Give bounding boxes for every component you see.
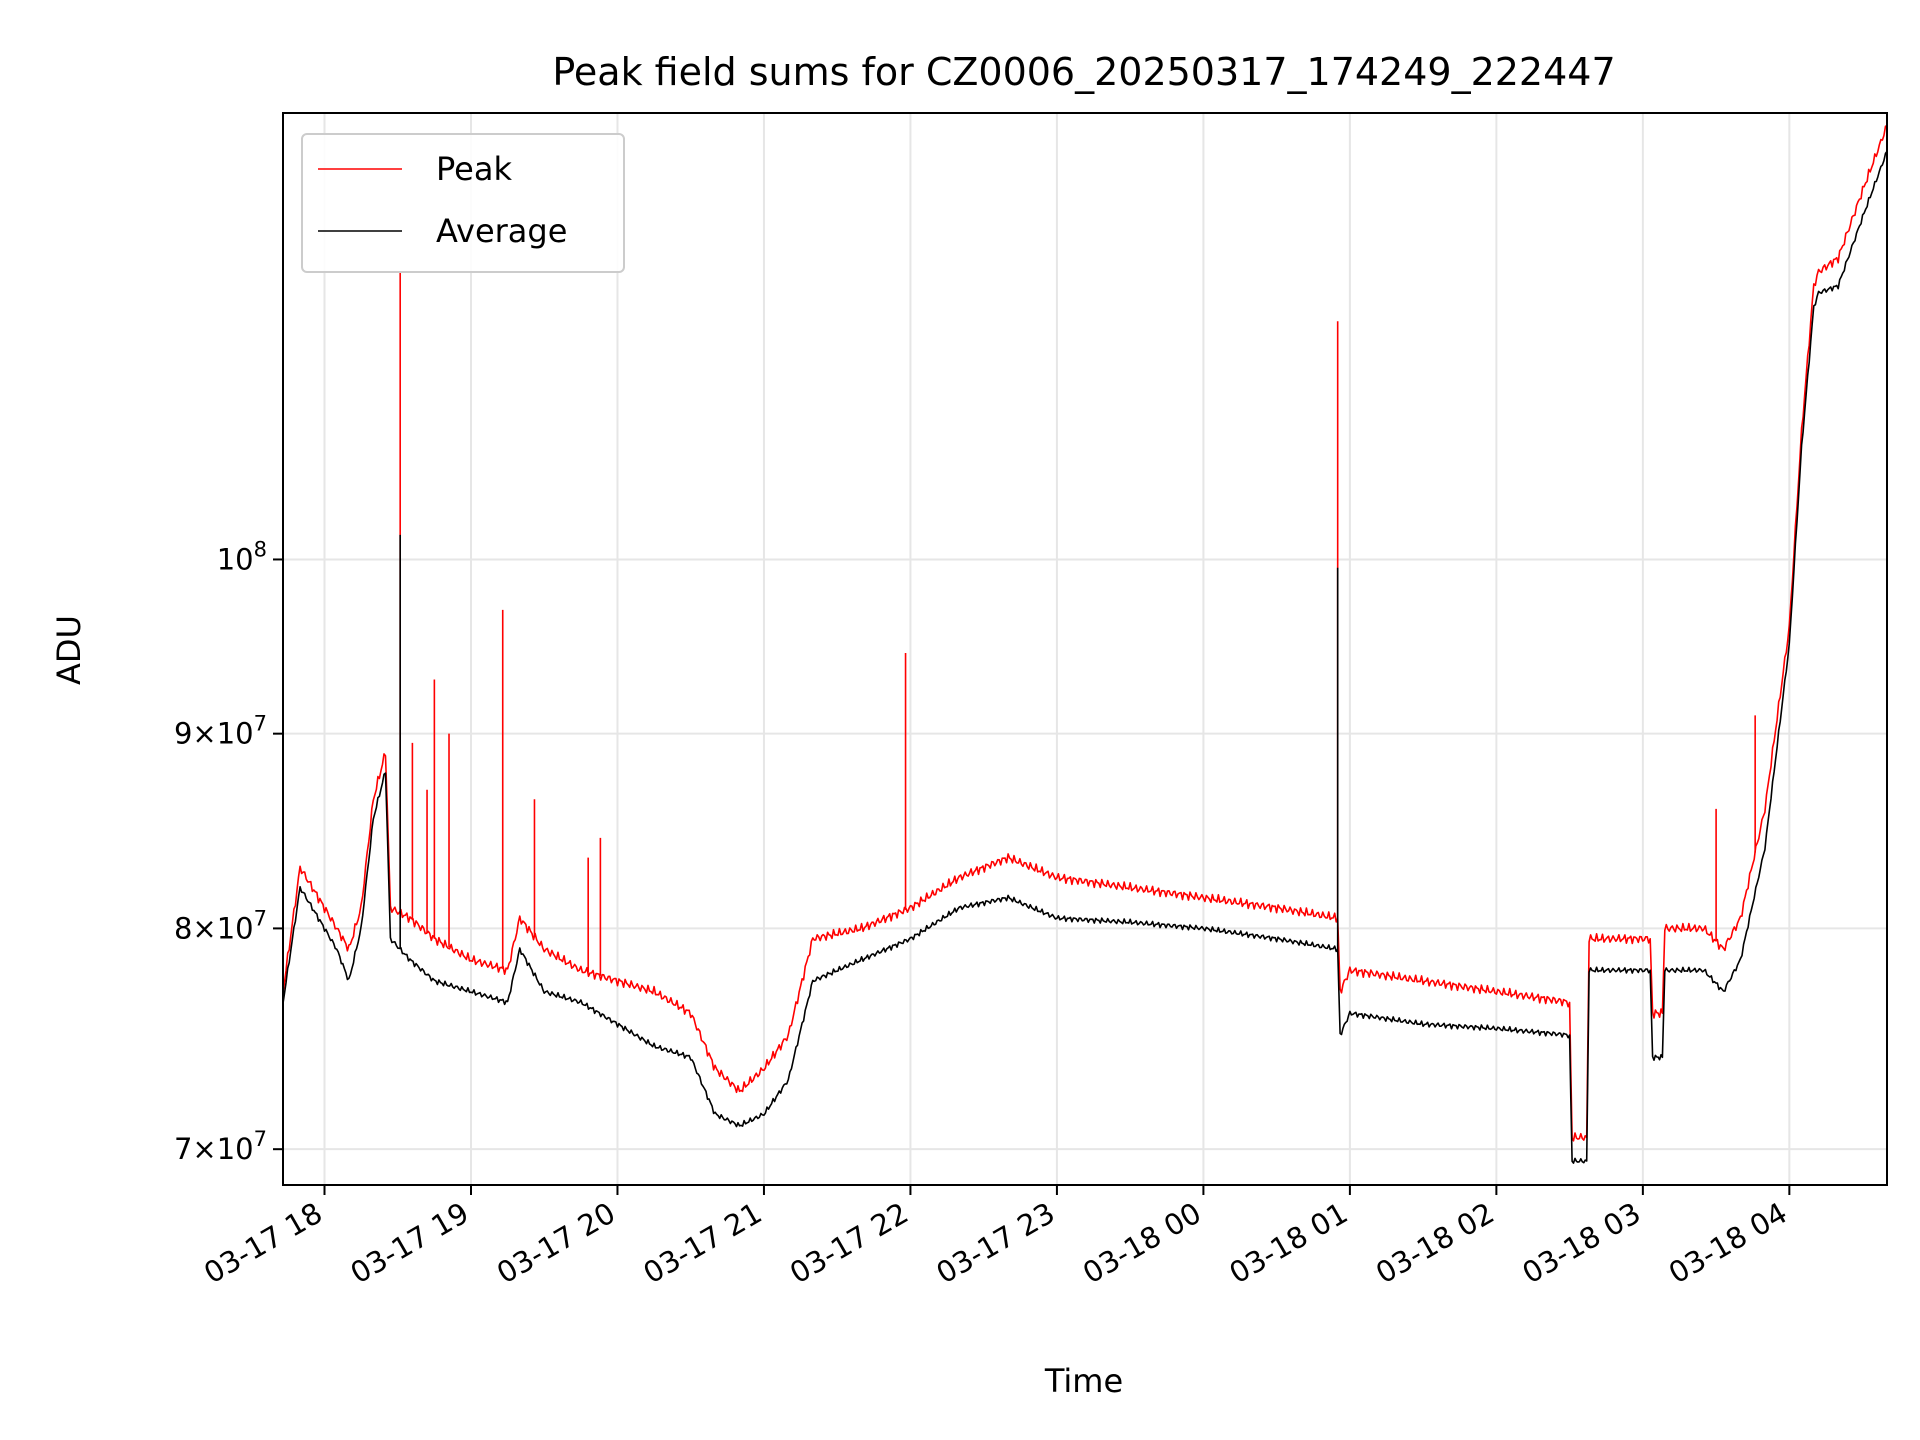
y-tick-label: 8×107 [174, 906, 267, 945]
plot-frame [282, 112, 1888, 1186]
chart-title: Peak field sums for CZ0006_20250317_1742… [552, 50, 1615, 94]
legend[interactable]: Peak Average [301, 133, 625, 273]
y-tick-label: 9×107 [174, 712, 267, 751]
y-tick-label: 7×107 [174, 1127, 267, 1166]
y-axis-title: ADU [50, 615, 88, 685]
series-line-average [282, 150, 1888, 1164]
legend-label-peak: Peak [436, 150, 512, 188]
plot-area [282, 124, 1888, 1164]
series-line-peak [282, 124, 1888, 1142]
y-tick-label: 108 [217, 537, 267, 576]
y-axis: 7×107 8×107 9×107 108 [174, 537, 283, 1166]
x-axis-title: Time [1044, 1362, 1123, 1400]
legend-label-average: Average [436, 212, 567, 250]
